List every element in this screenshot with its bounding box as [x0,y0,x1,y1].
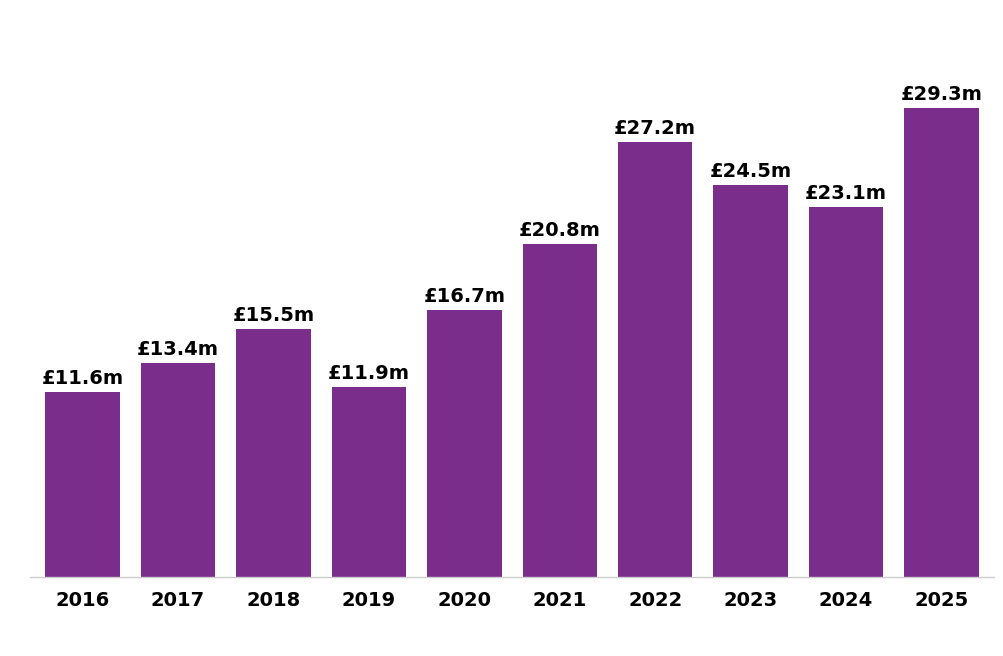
Bar [140,363,215,577]
Text: £16.7m: £16.7m [423,287,505,306]
Bar [713,185,787,577]
Text: £29.3m: £29.3m [900,85,981,104]
Bar [808,207,883,577]
Text: £15.5m: £15.5m [232,306,314,325]
Text: £27.2m: £27.2m [614,119,695,138]
Text: £11.6m: £11.6m [41,369,123,388]
Bar [522,244,597,577]
Bar [331,386,405,577]
Text: £20.8m: £20.8m [519,221,600,240]
Text: £23.1m: £23.1m [804,184,887,203]
Bar [618,142,692,577]
Text: £24.5m: £24.5m [709,162,791,181]
Text: £13.4m: £13.4m [136,340,219,359]
Bar [236,329,310,577]
Text: £11.9m: £11.9m [328,363,409,382]
Bar [426,310,502,577]
Bar [904,108,978,577]
Bar [45,392,119,577]
